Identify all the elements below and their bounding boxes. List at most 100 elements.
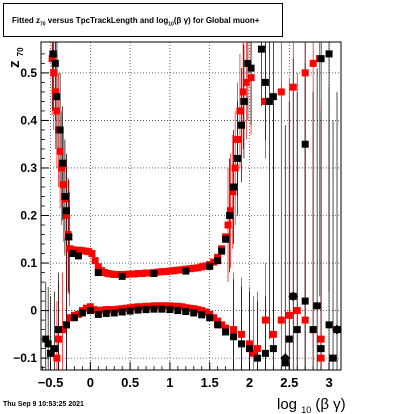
red-data-point [242,78,250,86]
title-box: Fitted z70 versus TpcTrackLength and log… [3,3,283,37]
red-data-point [126,270,134,278]
axes: −0.5 0 0.5 1 1.5 2 2.5 3 −0.1 0 0.1 0.2 0.3 0.4 0.5 [13,53,333,390]
black-data-point [56,126,64,134]
red-data-point [91,257,99,265]
x-label-main: log [277,396,297,413]
black-data-point [182,267,190,275]
footer-timestamp: Thu Sep 9 10:53:25 2021 [3,401,84,408]
black-data-point [226,212,234,220]
black-data-point [69,250,77,258]
red-data-point [114,270,122,278]
red-data-point [174,266,182,274]
red-data-point [301,69,309,77]
black-data-point [244,59,252,67]
red-data-point [194,306,202,314]
red-data-point [174,302,182,310]
black-data-point [49,50,57,58]
y-tick-label: 0 [30,304,37,318]
black-data-point [51,345,59,353]
red-data-point [186,265,194,273]
red-data-point [130,303,138,311]
red-data-point [253,345,261,353]
black-data-point [182,308,190,316]
red-data-point [317,354,325,362]
black-data-point [150,305,158,313]
red-data-point [106,306,114,314]
y-tick-label: 0.4 [20,113,37,127]
black-data-point [126,307,134,315]
red-data-point [178,303,186,311]
black-data-point [55,326,63,334]
red-data-point [154,302,162,310]
black-data-point [166,306,174,314]
black-data-point [214,321,222,329]
red-data-point [190,264,198,272]
red-data-point [55,335,63,343]
x-label-rest: (β γ) [315,396,345,413]
red-data-point [301,316,309,324]
red-data-point [239,88,247,96]
black-data-point [214,257,222,265]
red-data-point [224,221,232,229]
black-data-point [301,297,309,305]
black-diamond-point [280,353,291,364]
y-axis-label: z 70 [6,47,25,68]
black-data-point [218,247,226,255]
black-data-point [86,307,94,315]
black-data-point [329,354,337,362]
red-data-point [186,304,194,312]
red-data-point [214,317,222,325]
black-data-point [253,354,261,362]
red-data-point [82,304,90,312]
black-data-point [317,55,325,63]
red-data-point [293,307,301,315]
black-data-point [238,340,246,348]
black-diamond-point [288,291,299,302]
data-markers [42,45,342,367]
red-data-point [194,264,202,272]
black-data-point [240,97,248,105]
red-data-point [56,147,64,155]
red-data-point [249,349,257,357]
y-tick-label: 0.1 [20,256,37,270]
red-data-point [62,212,70,220]
red-data-point [261,97,269,105]
black-data-point [61,192,69,200]
y-tick-label: 0.3 [20,161,37,175]
black-data-point [102,309,110,317]
red-data-point [50,69,58,77]
title-prefix: Fitted z [12,16,40,25]
black-data-point [247,64,255,72]
red-data-point [238,330,246,338]
red-data-point [94,307,102,315]
red-data-point [142,269,150,277]
red-data-point [59,181,67,189]
black-data-point [174,307,182,315]
red-data-point [122,270,130,278]
x-tick-label: −0.5 [38,375,64,390]
x-tick-label: 2 [246,375,253,390]
red-data-point [229,188,237,196]
red-data-point [218,321,226,329]
black-data-point [301,140,309,148]
black-data-point [230,183,238,191]
black-data-point [325,50,333,58]
red-data-point [247,74,255,82]
red-data-point [58,164,66,172]
red-data-point [277,316,285,324]
black-data-point [118,272,126,280]
red-data-point [146,269,154,277]
red-data-point [130,270,138,278]
chart-title: Fitted z70 versus TpcTrackLength and log… [12,16,259,28]
red-data-point [162,302,170,310]
red-data-point [74,310,82,318]
red-data-point [309,59,317,67]
red-data-point [202,262,210,270]
black-data-point [285,335,293,343]
title-suffix: (β γ) for Global muon+ [173,16,260,25]
red-data-point [182,304,190,312]
black-data-point [222,328,230,336]
black-data-point [62,207,70,215]
red-data-point [202,308,210,316]
